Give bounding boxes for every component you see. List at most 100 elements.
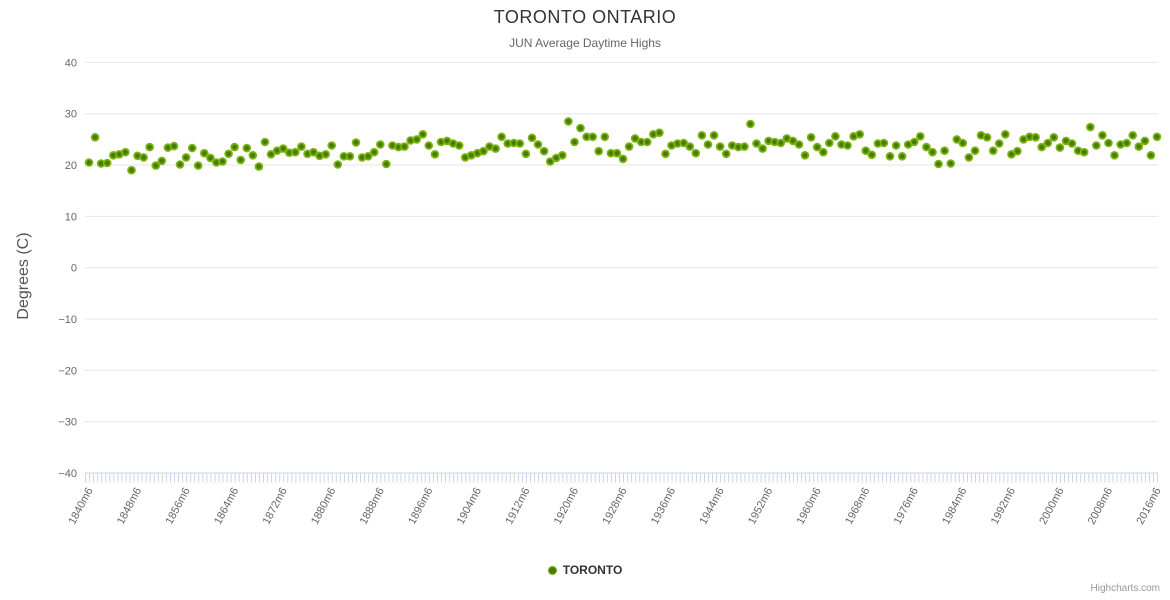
data-point[interactable] (236, 155, 245, 165)
data-point[interactable] (806, 133, 816, 142)
data-point[interactable] (278, 144, 288, 153)
data-point[interactable] (181, 153, 191, 162)
data-point[interactable] (345, 152, 355, 161)
legend-item-toronto[interactable]: TORONTO (0, 563, 1170, 577)
data-point[interactable] (515, 139, 525, 148)
data-point[interactable] (127, 165, 136, 175)
data-point[interactable] (910, 137, 919, 147)
data-point[interactable] (588, 132, 597, 142)
data-point[interactable] (606, 148, 616, 158)
data-point[interactable] (800, 151, 810, 160)
data-point[interactable] (430, 150, 440, 159)
data-point[interactable] (121, 147, 130, 157)
data-point[interactable] (139, 153, 148, 162)
data-point[interactable] (1152, 132, 1162, 142)
data-point[interactable] (527, 133, 537, 143)
data-point[interactable] (825, 138, 834, 148)
data-point[interactable] (1043, 138, 1053, 148)
data-point[interactable] (897, 152, 907, 161)
data-point[interactable] (248, 151, 258, 160)
data-point[interactable] (879, 138, 889, 148)
data-point[interactable] (382, 159, 391, 169)
data-point[interactable] (369, 147, 379, 157)
data-point[interactable] (618, 154, 628, 164)
data-point[interactable] (497, 132, 506, 142)
data-point[interactable] (1001, 130, 1010, 139)
data-point[interactable] (994, 139, 1004, 148)
data-point[interactable] (697, 131, 707, 140)
data-point[interactable] (946, 159, 955, 168)
data-point[interactable] (1146, 151, 1156, 160)
data-point[interactable] (1134, 142, 1144, 151)
data-point[interactable] (624, 142, 634, 151)
data-point[interactable] (758, 144, 767, 153)
data-point[interactable] (612, 148, 622, 158)
data-point[interactable] (200, 148, 209, 158)
data-point[interactable] (206, 153, 215, 163)
data-point[interactable] (558, 151, 567, 160)
data-point[interactable] (157, 156, 167, 166)
data-point[interactable] (230, 142, 239, 152)
data-point[interactable] (776, 138, 786, 148)
data-point[interactable] (703, 140, 713, 149)
data-point[interactable] (102, 158, 112, 168)
data-point[interactable] (218, 157, 227, 166)
data-point[interactable] (90, 133, 100, 142)
data-point[interactable] (928, 147, 937, 157)
data-point[interactable] (594, 146, 603, 156)
data-point[interactable] (709, 131, 719, 140)
data-point[interactable] (339, 152, 349, 161)
data-point[interactable] (327, 141, 337, 150)
data-point[interactable] (661, 149, 670, 159)
data-point[interactable] (1098, 131, 1107, 140)
data-point[interactable] (715, 142, 725, 151)
data-point[interactable] (333, 160, 343, 169)
data-point[interactable] (363, 152, 373, 161)
data-point[interactable] (321, 150, 331, 159)
data-point[interactable] (691, 148, 701, 158)
data-point[interactable] (1140, 136, 1150, 146)
data-point[interactable] (187, 143, 197, 153)
data-point[interactable] (1104, 138, 1113, 148)
data-point[interactable] (685, 142, 695, 151)
data-point[interactable] (982, 133, 992, 142)
data-point[interactable] (1013, 146, 1022, 156)
data-point[interactable] (521, 149, 531, 159)
data-point[interactable] (922, 142, 931, 152)
data-point[interactable] (867, 150, 877, 160)
data-point[interactable] (1086, 122, 1095, 132)
data-point[interactable] (916, 132, 925, 141)
data-point[interactable] (193, 161, 203, 170)
data-point[interactable] (1031, 133, 1040, 142)
data-point[interactable] (1122, 138, 1131, 148)
data-point[interactable] (297, 142, 306, 151)
data-point[interactable] (600, 132, 610, 142)
data-point[interactable] (1110, 151, 1119, 160)
data-point[interactable] (819, 147, 828, 157)
data-point[interactable] (254, 162, 264, 171)
data-point[interactable] (412, 135, 422, 144)
data-point[interactable] (570, 137, 579, 147)
data-point[interactable] (479, 146, 488, 156)
data-point[interactable] (169, 141, 179, 151)
data-point[interactable] (242, 143, 252, 153)
data-point[interactable] (400, 142, 409, 151)
data-point[interactable] (533, 140, 543, 149)
data-point[interactable] (1079, 147, 1089, 157)
data-point[interactable] (831, 132, 840, 141)
data-point[interactable] (84, 158, 94, 167)
data-point[interactable] (291, 147, 300, 157)
data-point[interactable] (891, 141, 901, 150)
data-point[interactable] (260, 137, 270, 147)
data-point[interactable] (351, 138, 361, 147)
data-point[interactable] (740, 142, 749, 151)
data-point[interactable] (843, 141, 852, 150)
data-point[interactable] (752, 139, 761, 148)
data-point[interactable] (970, 146, 980, 155)
data-point[interactable] (576, 123, 585, 133)
data-point[interactable] (812, 142, 822, 152)
data-point[interactable] (746, 119, 755, 129)
data-point[interactable] (655, 128, 664, 137)
data-point[interactable] (1092, 141, 1101, 150)
data-point[interactable] (940, 146, 949, 155)
